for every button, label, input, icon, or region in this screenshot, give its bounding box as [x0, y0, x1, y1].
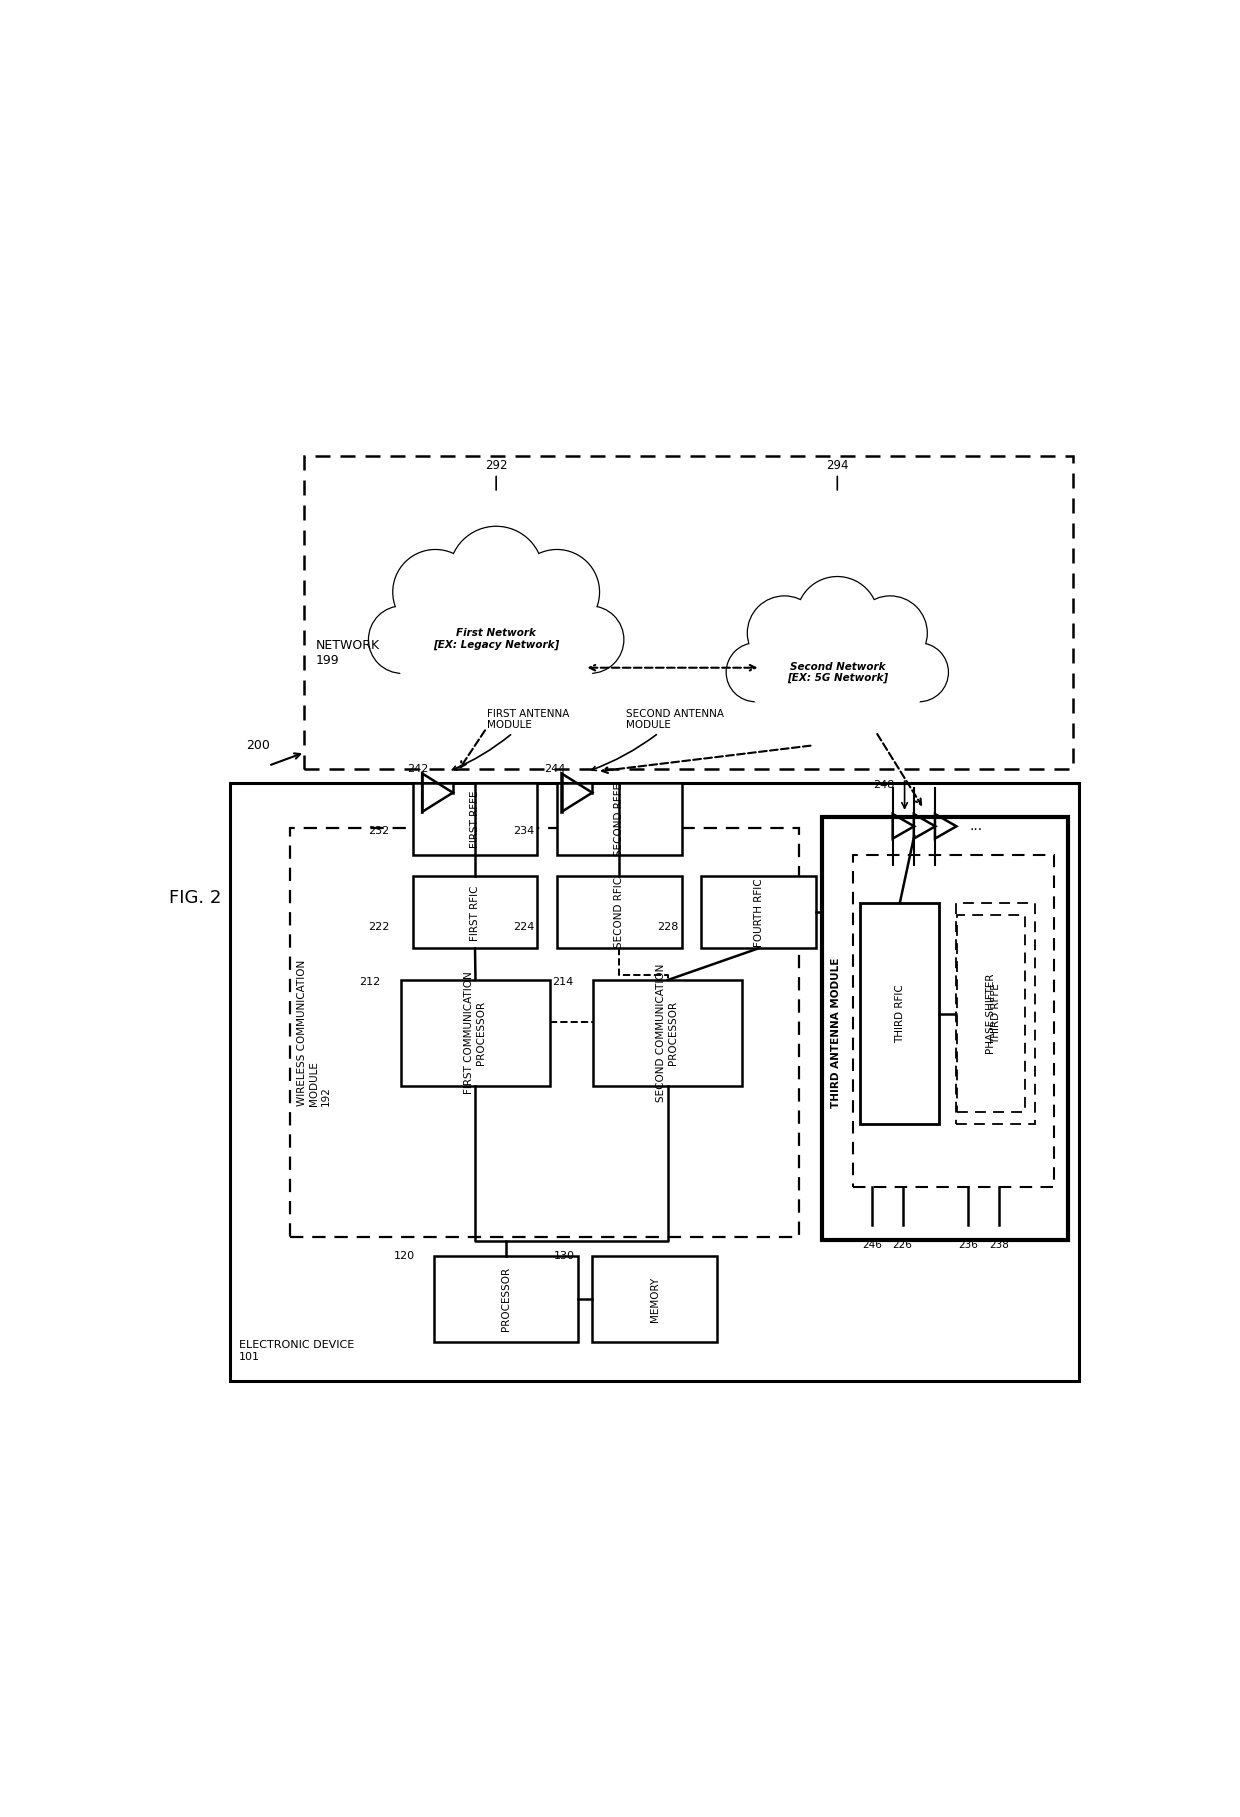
Ellipse shape — [755, 618, 919, 727]
Bar — [593, 1256, 717, 1343]
Bar — [413, 783, 537, 856]
Bar — [229, 783, 1080, 1381]
Circle shape — [370, 607, 435, 672]
Text: 130: 130 — [554, 1250, 575, 1261]
Text: First Network
[EX: Legacy Network]: First Network [EX: Legacy Network] — [433, 629, 559, 650]
Circle shape — [780, 676, 837, 732]
Bar — [434, 1256, 578, 1343]
Text: ...: ... — [970, 819, 983, 834]
Circle shape — [837, 676, 895, 732]
Ellipse shape — [402, 574, 590, 707]
Circle shape — [890, 643, 947, 701]
Circle shape — [496, 645, 563, 712]
Ellipse shape — [746, 603, 929, 741]
Bar — [701, 876, 816, 948]
Text: MEMORY: MEMORY — [650, 1277, 660, 1321]
Bar — [304, 456, 1073, 769]
Text: FIG. 2: FIG. 2 — [169, 889, 222, 907]
Text: 212: 212 — [360, 978, 381, 987]
Text: 226: 226 — [893, 1239, 913, 1250]
Text: FIRST RFFE: FIRST RFFE — [470, 790, 480, 849]
Circle shape — [450, 527, 543, 620]
Text: SECOND ANTENNA
MODULE: SECOND ANTENNA MODULE — [591, 709, 724, 770]
Bar — [957, 914, 1024, 1112]
Text: 228: 228 — [657, 923, 678, 932]
Text: 224: 224 — [513, 923, 534, 932]
Text: SECOND RFFE: SECOND RFFE — [614, 783, 624, 856]
Bar — [401, 979, 551, 1087]
Text: FIRST ANTENNA
MODULE: FIRST ANTENNA MODULE — [453, 709, 569, 770]
Circle shape — [748, 596, 821, 669]
Text: THIRD RFFE: THIRD RFFE — [991, 983, 1001, 1045]
Text: 238: 238 — [988, 1239, 1008, 1250]
Circle shape — [853, 596, 926, 669]
Circle shape — [393, 551, 477, 634]
Text: 292: 292 — [485, 460, 507, 472]
Text: FIRST RFIC: FIRST RFIC — [470, 885, 480, 941]
Circle shape — [727, 643, 785, 701]
Text: SECOND RFIC: SECOND RFIC — [614, 878, 624, 948]
Bar — [413, 876, 537, 948]
Text: 200: 200 — [246, 740, 270, 752]
Circle shape — [430, 645, 496, 712]
Circle shape — [890, 643, 947, 701]
Text: ELECTRONIC DEVICE
101: ELECTRONIC DEVICE 101 — [238, 1339, 353, 1361]
Text: 234: 234 — [513, 827, 534, 836]
Circle shape — [393, 551, 477, 634]
Text: 246: 246 — [862, 1239, 882, 1250]
Circle shape — [797, 578, 878, 658]
Circle shape — [370, 607, 435, 672]
Text: 242: 242 — [408, 763, 429, 774]
Circle shape — [450, 527, 543, 620]
Circle shape — [780, 676, 837, 732]
Text: 244: 244 — [544, 763, 565, 774]
Circle shape — [430, 645, 496, 712]
Text: 214: 214 — [552, 978, 573, 987]
Bar — [557, 876, 682, 948]
Circle shape — [748, 596, 821, 669]
Circle shape — [837, 676, 895, 732]
Circle shape — [515, 551, 599, 634]
Ellipse shape — [391, 556, 601, 723]
Text: 248: 248 — [874, 779, 895, 790]
Circle shape — [797, 578, 878, 658]
Circle shape — [557, 607, 624, 672]
Text: Second Network
[EX: 5G Network]: Second Network [EX: 5G Network] — [786, 661, 888, 683]
Text: SECOND COMMUNICATION
PROCESSOR: SECOND COMMUNICATION PROCESSOR — [656, 963, 678, 1103]
Bar — [290, 829, 799, 1237]
Text: 236: 236 — [959, 1239, 978, 1250]
Text: NETWORK
199: NETWORK 199 — [315, 640, 379, 667]
Text: FIRST COMMUNICATION
PROCESSOR: FIRST COMMUNICATION PROCESSOR — [464, 972, 486, 1094]
Circle shape — [853, 596, 926, 669]
Text: THIRD ANTENNA MODULE: THIRD ANTENNA MODULE — [831, 958, 841, 1108]
Bar — [853, 856, 1054, 1187]
Text: FOURTH RFIC: FOURTH RFIC — [754, 878, 764, 947]
Bar — [593, 979, 743, 1087]
Bar — [557, 783, 682, 856]
Bar — [956, 903, 1035, 1125]
Text: PROCESSOR: PROCESSOR — [501, 1266, 511, 1332]
Text: 120: 120 — [393, 1250, 414, 1261]
Circle shape — [496, 645, 563, 712]
Text: 294: 294 — [826, 460, 848, 472]
Text: WIRELESS COMMUNICATION
MODULE
192: WIRELESS COMMUNICATION MODULE 192 — [298, 959, 330, 1107]
Bar — [822, 816, 1068, 1239]
Text: 232: 232 — [368, 827, 389, 836]
Circle shape — [557, 607, 624, 672]
Bar — [861, 903, 939, 1125]
Text: THIRD RFIC: THIRD RFIC — [895, 985, 905, 1043]
Circle shape — [727, 643, 785, 701]
Text: 222: 222 — [368, 923, 389, 932]
Text: PHASE SHIFTER: PHASE SHIFTER — [986, 974, 996, 1054]
Circle shape — [515, 551, 599, 634]
